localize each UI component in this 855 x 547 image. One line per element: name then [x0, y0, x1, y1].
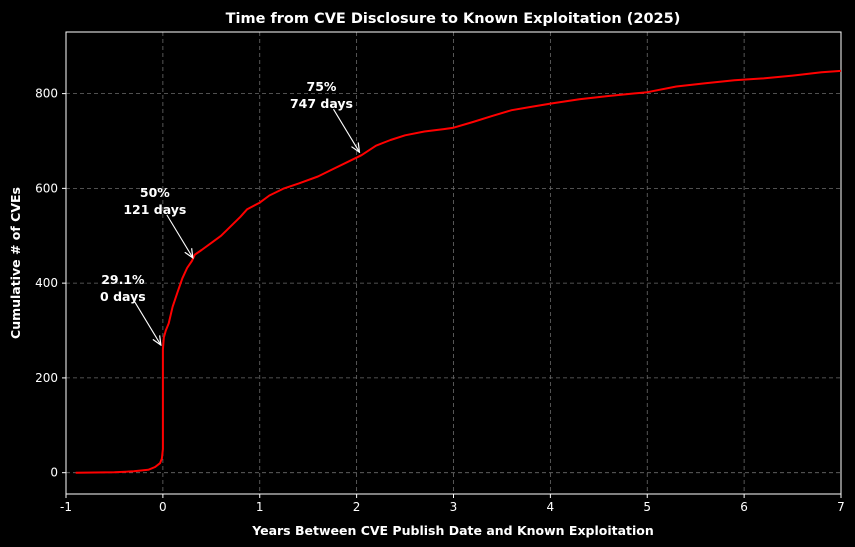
- chart-title: Time from CVE Disclosure to Known Exploi…: [226, 11, 681, 27]
- y-tick-label: 200: [35, 371, 58, 385]
- annotation-percent: 50%: [140, 185, 170, 200]
- y-tick-label: 800: [35, 87, 58, 101]
- x-axis-label: Years Between CVE Publish Date and Known…: [251, 523, 654, 538]
- x-tick-label: 2: [353, 500, 361, 514]
- x-axis-ticks: -1 0 1 2 3 4 5 6 7: [60, 494, 845, 514]
- x-tick-label: 0: [159, 500, 167, 514]
- annotation-arrow: [166, 214, 193, 258]
- y-tick-label: 600: [35, 181, 58, 195]
- y-axis-label: Cumulative # of CVEs: [8, 187, 23, 339]
- x-tick-label: 6: [740, 500, 748, 514]
- x-tick-label: 3: [450, 500, 458, 514]
- series-line: [75, 69, 842, 474]
- x-tick-label: 1: [256, 500, 264, 514]
- x-tick-label: 4: [547, 500, 555, 514]
- annotation-arrow: [332, 108, 359, 152]
- x-tick-label: 7: [837, 500, 845, 514]
- y-axis-ticks: 0 200 400 600 800: [35, 87, 66, 480]
- annotation-days: 0 days: [100, 289, 146, 304]
- y-tick-label: 0: [50, 466, 58, 480]
- annotation-percent: 29.1%: [101, 272, 145, 287]
- annotation: 29.1% 0 days: [100, 272, 161, 345]
- annotation-days: 747 days: [290, 96, 353, 111]
- annotations-layer: 29.1% 0 days 50% 121 days 75% 747 days: [100, 79, 359, 345]
- annotation-arrow: [134, 301, 161, 345]
- grid: [66, 32, 841, 494]
- annotation-percent: 75%: [307, 79, 337, 94]
- annotation: 75% 747 days: [290, 79, 360, 152]
- x-tick-label: -1: [60, 500, 72, 514]
- annotation: 50% 121 days: [123, 185, 193, 258]
- series-layer: [75, 69, 842, 474]
- x-tick-label: 5: [643, 500, 651, 514]
- annotation-days: 121 days: [123, 202, 186, 217]
- y-tick-label: 400: [35, 276, 58, 290]
